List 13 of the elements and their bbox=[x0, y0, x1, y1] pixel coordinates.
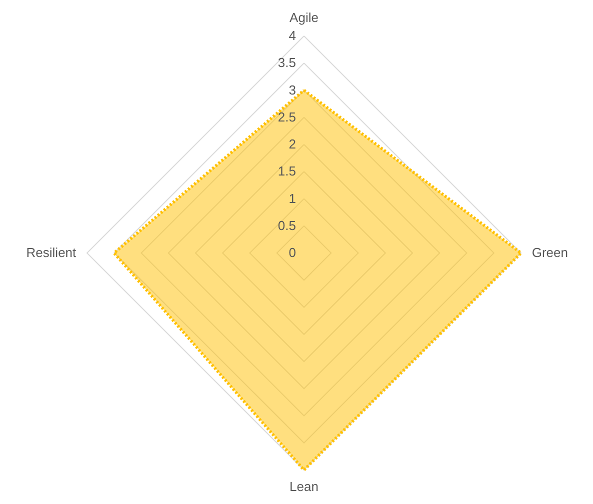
y-tick-label: 3.5 bbox=[278, 55, 296, 70]
y-tick-label: 4 bbox=[288, 28, 296, 43]
y-tick-label: 3 bbox=[288, 82, 296, 98]
y-tick-label: 0.5 bbox=[278, 218, 296, 233]
y-tick-label: 2.5 bbox=[278, 109, 296, 124]
spoke-label: Lean bbox=[290, 478, 318, 494]
spoke-label: Agile bbox=[290, 10, 318, 26]
spoke-label: Green bbox=[532, 245, 568, 260]
y-tick-label: 1 bbox=[288, 190, 296, 206]
y-tick-label: 0 bbox=[288, 245, 296, 260]
y-tick-label: 1.5 bbox=[278, 164, 296, 179]
spoke-label: Resilient bbox=[26, 245, 77, 260]
y-tick-label: 2 bbox=[288, 136, 296, 152]
